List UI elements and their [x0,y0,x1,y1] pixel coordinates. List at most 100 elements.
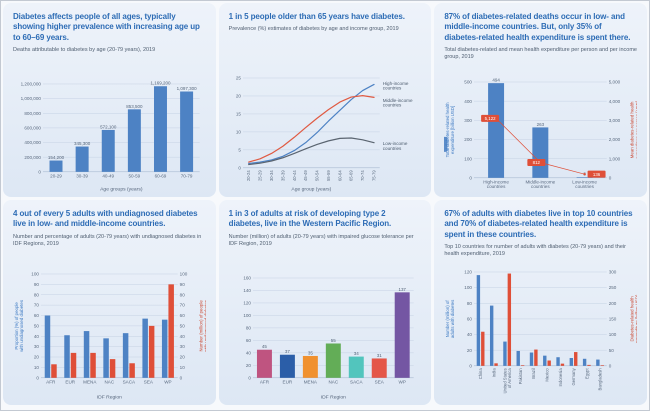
svg-text:0: 0 [38,170,41,175]
svg-text:70: 70 [34,303,40,308]
svg-text:20: 20 [236,94,242,99]
svg-text:Mexico: Mexico [545,368,550,382]
svg-text:120: 120 [465,270,473,275]
prevalence-line-chart: 0 5 10 15 20 25 20-24 25-29 30-34 35-39 40-44 45-49… [236,76,413,192]
panel-subtitle: Top 10 countries for number of adults wi… [444,244,626,258]
svg-text:Age group (years): Age group (years) [291,187,331,192]
svg-text:2,000: 2,000 [609,137,621,142]
panel-igt-by-region: 1 in 3 of adults at risk of developing t… [218,200,432,405]
panel-title: 67% of adults with diabetes live in top … [444,209,633,239]
svg-text:Proportion (%) of people: Proportion (%) of people [14,302,19,350]
svg-text:1,000: 1,000 [609,156,621,161]
svg-text:adults with diabetes: adults with diabetes [450,299,455,338]
svg-text:WP: WP [398,380,405,385]
svg-text:40-49: 40-49 [102,174,114,179]
svg-text:60: 60 [246,338,252,343]
svg-text:Egypt: Egypt [585,368,590,380]
svg-text:3,000: 3,000 [609,118,621,123]
svg-text:500: 500 [465,80,473,85]
svg-text:10: 10 [34,365,40,370]
svg-text:Germany: Germany [571,368,576,386]
svg-text:expenditure (billion USD): expenditure (billion USD) [635,294,637,343]
svg-text:812: 812 [533,160,541,165]
svg-text:NAC: NAC [104,380,114,385]
svg-text:15: 15 [236,112,242,117]
svg-text:50-59: 50-59 [129,174,141,179]
deaths-by-age-bar-chart: 0 200,000 400,000 600,000 800,000 1,000,000 1,… [21,81,200,192]
svg-text:countries: countries [382,103,401,108]
svg-text:200,000: 200,000 [24,155,41,160]
svg-text:50: 50 [34,324,40,329]
svg-text:0: 0 [609,364,612,369]
svg-text:100: 100 [243,313,251,318]
svg-text:80: 80 [34,293,40,298]
svg-text:0: 0 [36,376,39,381]
svg-text:Low-income: Low-income [573,180,598,185]
svg-text:140: 140 [243,288,251,293]
panel-subtitle: Prevalence (%) estimates of diabetes by … [228,26,399,33]
svg-text:40: 40 [467,332,473,337]
svg-text:10: 10 [236,130,242,135]
svg-text:137: 137 [398,287,406,292]
svg-text:45: 45 [262,344,267,349]
svg-text:Number (million) of: Number (million) of [445,300,450,338]
svg-text:Age groups (years): Age groups (years) [100,187,143,192]
svg-text:IDF Region: IDF Region [320,395,345,400]
svg-text:countries: countries [382,146,401,151]
svg-text:853,500: 853,500 [126,104,143,109]
svg-text:50-54: 50-54 [314,170,319,181]
svg-text:expenditure [billion USD]: expenditure [billion USD] [450,106,455,154]
svg-text:60: 60 [34,313,40,318]
svg-text:600,000: 600,000 [24,126,41,131]
undiagnosed-dual-bar-chart: 0 10 20 30 40 50 60 70 80 90 100 0 10 20 30 40 50 60 70 80 9… [14,272,206,400]
svg-text:300: 300 [465,118,473,123]
svg-text:75-79: 75-79 [371,170,376,181]
svg-text:WP: WP [164,380,171,385]
svg-text:100: 100 [465,285,473,290]
svg-text:200: 200 [465,137,473,142]
svg-text:30: 30 [180,344,186,349]
svg-text:200: 200 [609,301,617,306]
svg-text:20: 20 [34,355,40,360]
svg-text:400: 400 [465,99,473,104]
svg-text:EUR: EUR [65,380,75,385]
panel-subtitle: Total diabetes-related and mean health e… [444,47,637,61]
svg-text:with undiagnosed diabetes: with undiagnosed diabetes [204,299,206,352]
svg-text:0: 0 [470,364,473,369]
svg-text:20-29: 20-29 [50,174,62,179]
svg-text:Middle-income: Middle-income [526,180,556,185]
expenditure-combo-chart: 0 100 200 300 400 500 0 1,000 2,000 3,000 4,000 5,0… [444,78,637,189]
svg-text:1,097,300: 1,097,300 [177,86,197,91]
svg-text:400,000: 400,000 [24,140,41,145]
svg-text:154,200: 154,200 [48,155,65,160]
svg-text:5,000: 5,000 [609,80,621,85]
svg-text:expenditure per person [USD]: expenditure per person [USD] [635,101,637,159]
svg-text:263: 263 [537,122,545,127]
panel-subtitle: Deaths attributable to diabetes by age (… [13,47,156,54]
top10-countries-dual-bar-chart: 0 20 40 60 80 100 120 0 50 100 150 200 250 300 China In… [445,270,637,394]
svg-text:70: 70 [180,303,186,308]
svg-text:100: 100 [465,156,473,161]
svg-text:25: 25 [236,76,242,81]
svg-text:800,000: 800,000 [24,111,41,116]
igt-bar-chart: 0 20 40 60 80 100 120 140 160 AFR EUR MENA NAC SACA SE… [243,276,414,400]
panel-title: 87% of diabetes-related deaths occur in … [444,12,631,42]
svg-text:20: 20 [467,348,473,353]
svg-text:10: 10 [180,365,186,370]
svg-text:Low-income: Low-income [382,141,407,146]
svg-text:0: 0 [248,376,251,381]
svg-text:572,100: 572,100 [100,125,117,130]
svg-text:Mean diabetes-related health: Mean diabetes-related health [630,101,635,158]
svg-text:100: 100 [609,332,617,337]
svg-text:50: 50 [180,324,186,329]
svg-text:Pakistan: Pakistan [518,368,523,385]
svg-text:countries: countries [382,86,401,91]
panel-title: 1 in 3 of adults at risk of developing t… [228,209,392,229]
svg-text:0: 0 [180,376,183,381]
svg-text:China: China [478,368,483,380]
svg-text:70-74: 70-74 [360,170,365,181]
panel-top10-countries: 67% of adults with diabetes live in top … [434,200,647,405]
svg-text:SEA: SEA [144,380,154,385]
svg-text:1,200,000: 1,200,000 [21,82,42,87]
svg-text:with undiagnosed diabetes: with undiagnosed diabetes [19,299,24,352]
